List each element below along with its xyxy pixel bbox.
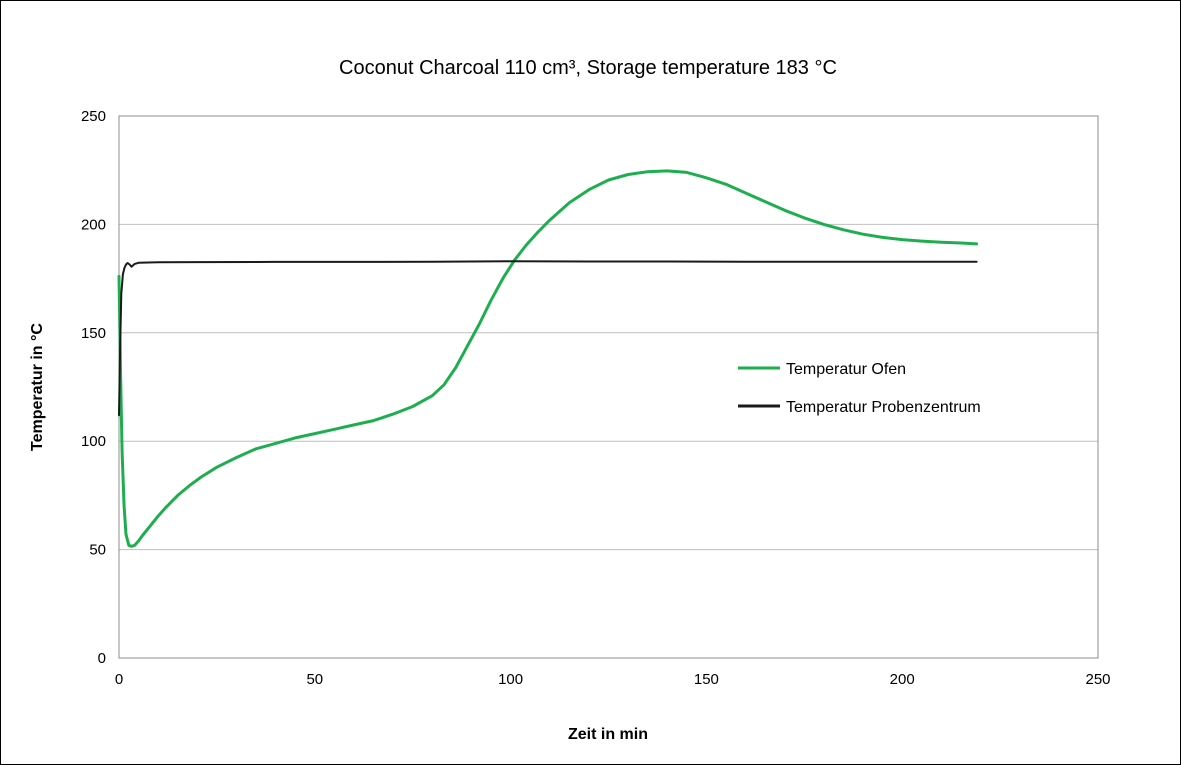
series-lines (117, 169, 979, 548)
chart-title: Coconut Charcoal 110 cm³, Storage temper… (339, 57, 837, 79)
y-tick-label: 150 (81, 325, 106, 342)
y-tick-label: 200 (81, 216, 106, 233)
legend-label-temperatur-ofen: Temperatur Ofen (786, 361, 906, 378)
series-line-temperatur-ofen (117, 169, 979, 548)
series-line-temperatur-probenzentrum (118, 260, 978, 417)
plot-area (118, 115, 1099, 659)
legend-label-temperatur-probenzentrum: Temperatur Probenzentrum (786, 399, 981, 416)
axis-ticks: 0 50 100 150 200 250 0 50 100 150 200 250 (81, 108, 1111, 688)
x-tick-label: 100 (498, 671, 523, 688)
x-tick-label: 0 (115, 671, 123, 688)
y-axis-title: Temperatur in °C (29, 323, 46, 451)
x-tick-label: 50 (306, 671, 323, 688)
x-tick-label: 150 (694, 671, 719, 688)
y-tick-label: 50 (89, 542, 106, 559)
x-tick-label: 200 (890, 671, 915, 688)
x-axis-title: Zeit in min (568, 726, 648, 743)
y-tick-label: 0 (98, 650, 106, 667)
gridlines (119, 223, 1098, 551)
legend: Temperatur Ofen Temperatur Probenzentrum (738, 361, 981, 416)
y-tick-label: 250 (81, 108, 106, 125)
y-tick-label: 100 (81, 433, 106, 450)
x-tick-label: 250 (1085, 671, 1110, 688)
